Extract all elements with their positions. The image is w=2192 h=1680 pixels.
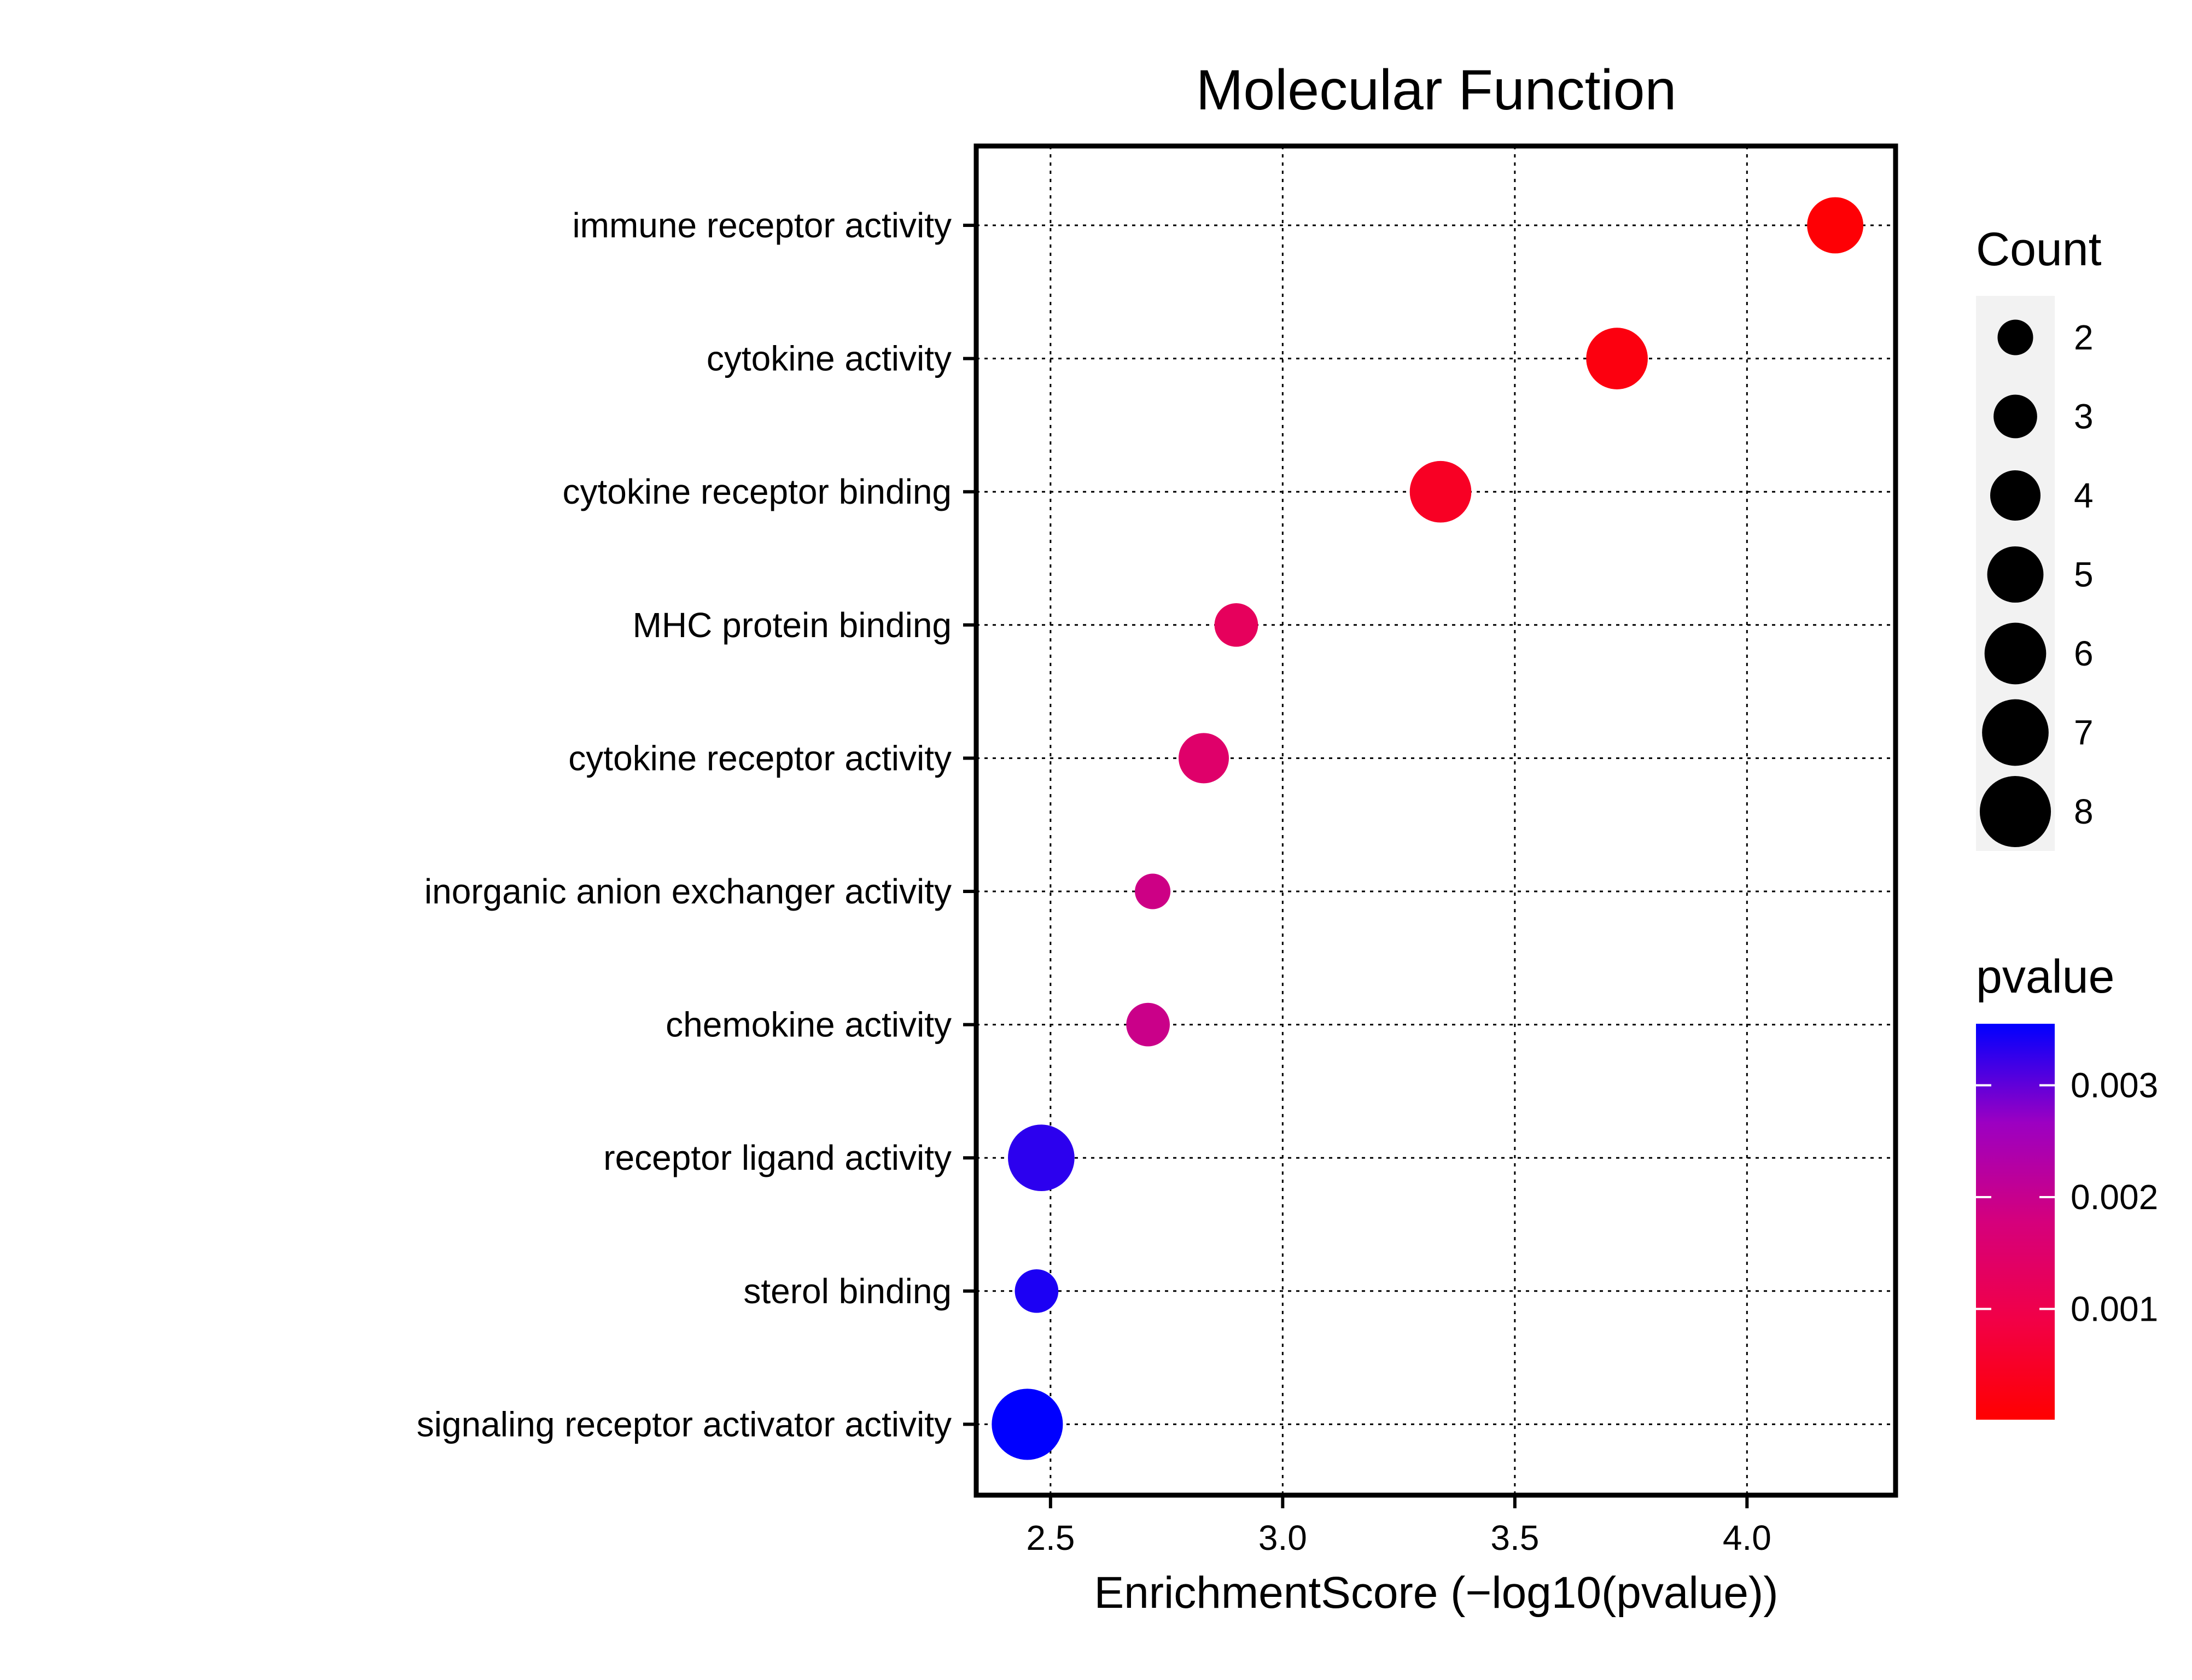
y-tick-label-mhc-protein-binding: MHC protein binding — [633, 605, 952, 645]
count-legend-key-6 — [1984, 622, 2047, 685]
count-legend-items: 2 3 4 5 6 7 8 — [1979, 318, 2094, 848]
count-legend-key-5 — [1987, 546, 2044, 603]
point-cytokine-activity — [1586, 328, 1648, 389]
point-inorganic-anion-exchanger-activity — [1135, 873, 1171, 909]
count-legend-label-6: 6 — [2074, 634, 2094, 673]
plot-panel-border — [973, 143, 1898, 1498]
pvalue-tick-label-0-001: 0.001 — [2071, 1290, 2158, 1329]
count-legend-key-8 — [1979, 775, 2051, 848]
count-legend-label-4: 4 — [2074, 476, 2094, 515]
x-axis-title: EnrichmentScore (−log10(pvalue)) — [1094, 1568, 1778, 1618]
count-legend-key-4 — [1990, 470, 2041, 521]
point-immune-receptor-activity — [1807, 197, 1864, 254]
x-tick-label: 4.0 — [1723, 1518, 1771, 1558]
axis-layer: 2.5 3.0 3.5 4.0 immune receptor activity cyto… — [417, 206, 1771, 1558]
y-tick-label-chemokine-activity: chemokine activity — [666, 1005, 952, 1045]
point-mhc-protein-binding — [1214, 603, 1258, 647]
point-signaling-receptor-activator-activity — [992, 1389, 1063, 1460]
count-legend-label-8: 8 — [2074, 792, 2094, 831]
y-tick-label-sterol-binding: sterol binding — [743, 1271, 952, 1311]
count-legend-label-2: 2 — [2074, 318, 2094, 357]
x-tick-label: 3.0 — [1258, 1518, 1307, 1558]
point-cytokine-receptor-binding — [1409, 460, 1472, 523]
chart-title: Molecular Function — [1196, 59, 1677, 122]
count-legend-title: Count — [1976, 223, 2102, 276]
y-tick-label-immune-receptor-activity: immune receptor activity — [572, 206, 952, 245]
y-tick-label-cytokine-activity: cytokine activity — [707, 339, 952, 378]
y-tick-label-cytokine-receptor-activity: cytokine receptor activity — [568, 738, 952, 778]
point-receptor-ligand-activity — [1008, 1124, 1075, 1192]
points-layer — [992, 197, 1864, 1460]
count-legend-label-7: 7 — [2074, 713, 2094, 752]
grid-layer — [976, 146, 1896, 1495]
pvalue-legend: pvalue 0.003 0.002 0.001 — [1976, 950, 2158, 1420]
x-tick-label: 2.5 — [1026, 1518, 1075, 1558]
count-legend-label-5: 5 — [2074, 555, 2094, 594]
pvalue-tick-label-0-002: 0.002 — [2071, 1177, 2158, 1217]
y-tick-label-inorganic-anion-exchanger-activity: inorganic anion exchanger activity — [424, 872, 952, 911]
count-legend-key-7 — [1982, 699, 2049, 766]
point-cytokine-receptor-activity — [1179, 733, 1229, 784]
count-legend: Count 2 3 4 5 6 7 8 — [1976, 223, 2102, 851]
count-legend-key-2 — [1997, 319, 2033, 355]
pvalue-tick-label-0-003: 0.003 — [2071, 1065, 2158, 1105]
y-tick-label-receptor-ligand-activity: receptor ligand activity — [603, 1138, 952, 1177]
point-sterol-binding — [1015, 1269, 1059, 1313]
pvalue-colorbar-ticks: 0.003 0.002 0.001 — [1976, 1065, 2158, 1329]
count-legend-key-3 — [1993, 394, 2037, 439]
y-tick-label-signaling-receptor-activator-activity: signaling receptor activator activity — [417, 1404, 952, 1444]
count-legend-label-3: 3 — [2074, 397, 2094, 436]
point-chemokine-activity — [1126, 1002, 1170, 1047]
pvalue-legend-title: pvalue — [1976, 950, 2114, 1003]
y-tick-label-cytokine-receptor-binding: cytokine receptor binding — [562, 472, 952, 511]
x-tick-label: 3.5 — [1490, 1518, 1539, 1558]
pvalue-colorbar — [1976, 1024, 2055, 1420]
